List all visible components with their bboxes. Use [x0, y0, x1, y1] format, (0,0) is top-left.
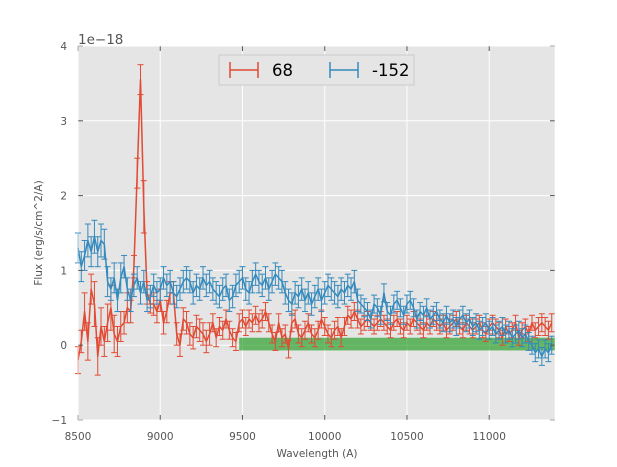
x-tick-label: 10500	[390, 431, 423, 443]
x-tick-label: 11000	[473, 431, 506, 443]
x-axis-label: Wavelength (A)	[276, 448, 357, 460]
series-layer	[75, 64, 555, 376]
legend-label-68: 68	[272, 61, 293, 80]
y-tick-label: 0	[60, 340, 67, 352]
legend-marker-m152	[329, 62, 359, 78]
x-tick-label: 10000	[308, 431, 341, 443]
x-tick-label: 9500	[229, 431, 256, 443]
green-band	[239, 337, 555, 351]
grid-lines	[77, 45, 555, 421]
plot-area	[78, 46, 555, 420]
y-tick-label: 2	[60, 191, 67, 203]
y-tick-label: 4	[60, 41, 67, 53]
series-m152	[75, 219, 555, 366]
x-tick-label: 9000	[147, 431, 174, 443]
plot-frame	[77, 45, 556, 421]
x-tick-label: 8500	[65, 431, 92, 443]
y-tick-label: 1	[60, 265, 67, 277]
y-offset-label: 1e−18	[78, 32, 123, 48]
y-axis-label: Flux (erg/s/cm^2/A)	[33, 180, 45, 285]
y-tick-label: 3	[60, 116, 67, 128]
axis-ticks: 8500 9000 9500 10000 10500 11000 −1 0 1 2 3 4	[52, 41, 556, 443]
legend: 68 -152	[218, 54, 415, 86]
y-tick-label: −1	[52, 415, 67, 427]
legend-label-m152: -152	[372, 61, 409, 80]
legend-marker-68	[229, 62, 259, 78]
